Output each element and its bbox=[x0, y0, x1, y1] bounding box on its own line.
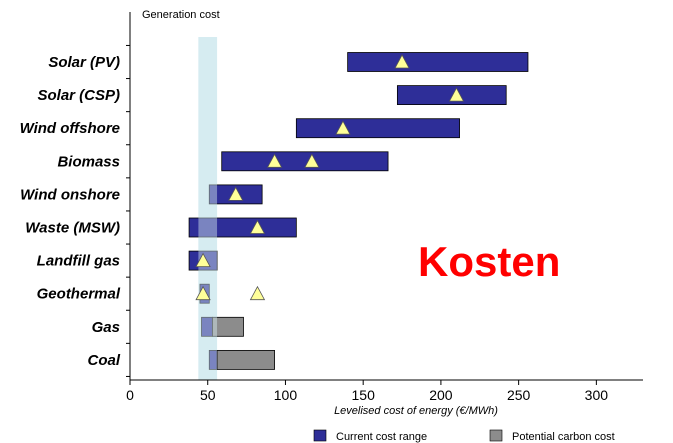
legend-label-current: Current cost range bbox=[336, 431, 427, 443]
marker-typical-6-0 bbox=[195, 252, 211, 268]
labels-layer: Solar (PV) Solar (CSP) Wind offshore Biomas… bbox=[20, 54, 121, 369]
bars-layer bbox=[188, 37, 529, 380]
marker-typical-7-0 bbox=[195, 285, 211, 301]
bar-carbon-9 bbox=[216, 349, 275, 370]
marker-typical-4-0 bbox=[228, 186, 244, 201]
category-label-7: Geothermal bbox=[37, 286, 121, 303]
bar-current-0 bbox=[347, 52, 529, 72]
legend-swatch-carbon bbox=[489, 429, 503, 442]
marker-typical-7-1 bbox=[249, 285, 266, 301]
x-tick-label-4: 200 bbox=[429, 387, 453, 403]
x-tick-label-2: 100 bbox=[274, 387, 298, 403]
markers-layer bbox=[195, 54, 465, 301]
category-label-9: Coal bbox=[87, 352, 120, 369]
legend-swatch-current bbox=[313, 429, 327, 442]
category-label-4: Wind onshore bbox=[20, 186, 120, 203]
legend: Current cost range Potential carbon cost bbox=[313, 429, 615, 443]
category-label-3: Biomass bbox=[57, 153, 120, 170]
bar-current-2 bbox=[295, 118, 460, 139]
bar-current-1 bbox=[396, 85, 507, 105]
axis-layer: 0 50 100 150 200 250 300 bbox=[126, 12, 643, 403]
marker-typical-1-0 bbox=[448, 87, 465, 102]
category-label-0: Solar (PV) bbox=[48, 54, 120, 71]
x-tick-label-1: 50 bbox=[200, 387, 216, 403]
category-label-1: Solar (CSP) bbox=[37, 87, 120, 104]
marker-typical-3-0 bbox=[266, 153, 283, 168]
x-tick-label-5: 250 bbox=[507, 387, 531, 403]
x-tick-label-6: 300 bbox=[585, 387, 609, 403]
highlight-band-overlay bbox=[198, 37, 218, 380]
bar-current-3 bbox=[221, 151, 389, 172]
x-axis-title: Levelised cost of energy (€/MWh) bbox=[334, 405, 498, 417]
kosten-annotation: Kosten bbox=[418, 238, 560, 285]
chart-title: Generation cost bbox=[142, 9, 220, 21]
marker-typical-5-0 bbox=[249, 219, 266, 234]
marker-typical-0-0 bbox=[394, 54, 410, 69]
bar-carbon-8 bbox=[211, 316, 244, 337]
bar-current-5 bbox=[188, 217, 297, 238]
marker-typical-3-1 bbox=[304, 153, 320, 168]
marker-typical-2-0 bbox=[335, 120, 351, 135]
x-tick-label-3: 150 bbox=[352, 387, 376, 403]
category-label-8: Gas bbox=[92, 319, 120, 336]
category-label-6: Landfill gas bbox=[37, 253, 120, 270]
category-label-5: Waste (MSW) bbox=[25, 220, 120, 237]
x-tick-label-0: 0 bbox=[126, 387, 134, 403]
legend-label-carbon: Potential carbon cost bbox=[512, 431, 615, 443]
category-label-2: Wind offshore bbox=[20, 120, 120, 137]
